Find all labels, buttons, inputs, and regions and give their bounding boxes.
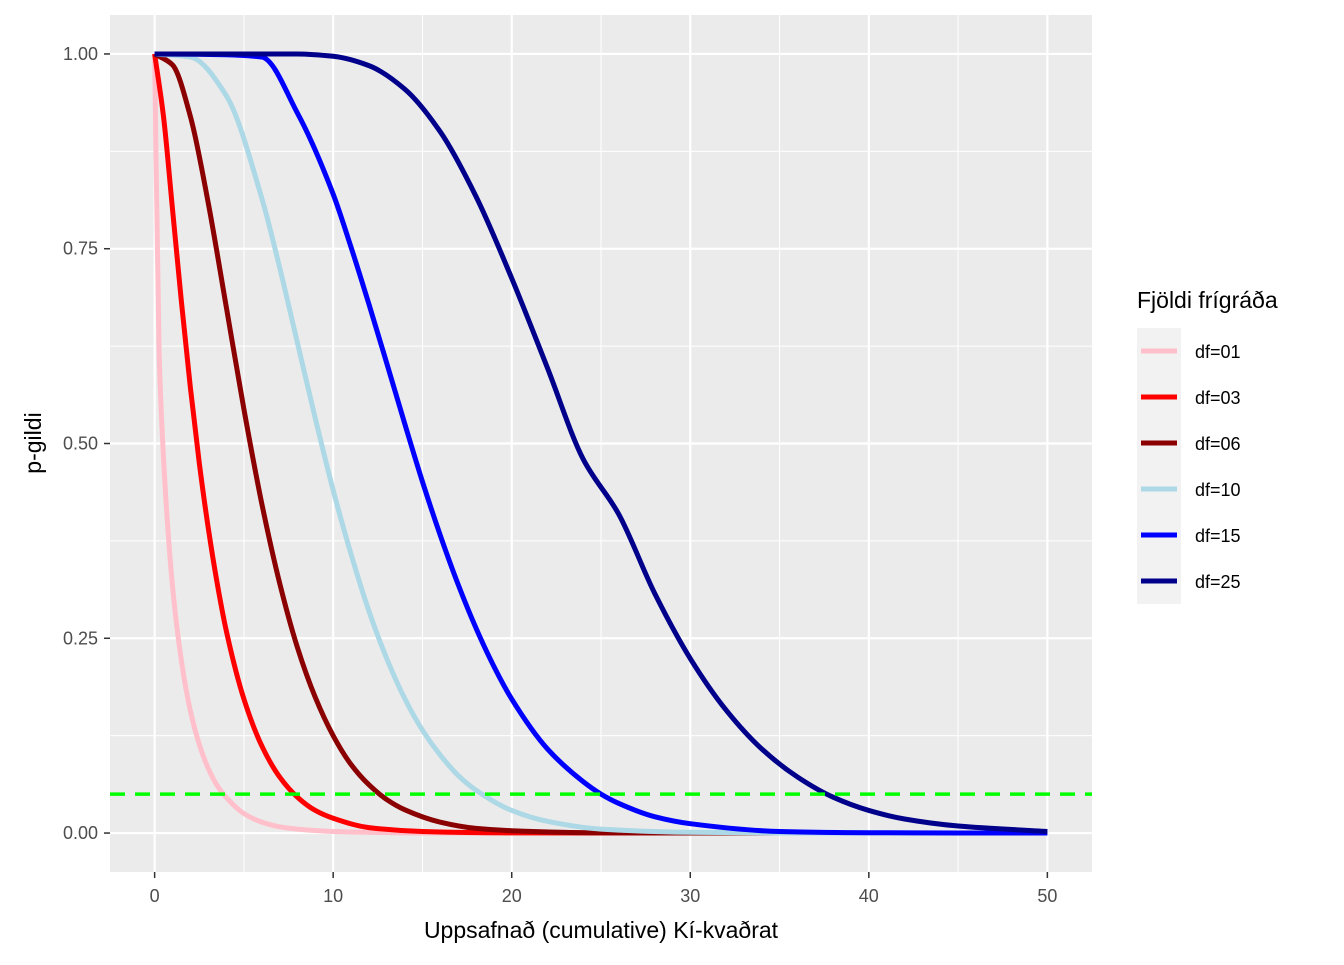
y-tick-label: 0.25 <box>63 628 98 648</box>
y-tick-label: 1.00 <box>63 44 98 64</box>
legend-label: df=25 <box>1195 572 1241 592</box>
plot-panel <box>110 15 1092 872</box>
legend-label: df=01 <box>1195 342 1241 362</box>
legend-title: Fjöldi frígráða <box>1137 287 1278 313</box>
x-tick-label: 30 <box>680 886 700 906</box>
legend-label: df=15 <box>1195 526 1241 546</box>
x-tick-label: 40 <box>859 886 879 906</box>
y-axis-title: p-gildi <box>20 412 46 473</box>
x-axis-title: Uppsafnað (cumulative) Kí-kvaðrat <box>424 917 779 943</box>
y-tick-label: 0.75 <box>63 239 98 259</box>
axes: 0 10 20 30 40 50 0.00 0.25 0.50 0.75 1.00 <box>63 44 1057 906</box>
x-tick-label: 10 <box>323 886 343 906</box>
legend: Fjöldi frígráða df=01 df=03 df=06 df=10 df=1… <box>1137 287 1278 604</box>
series-lines <box>110 51 1092 836</box>
x-tick-label: 20 <box>502 886 522 906</box>
series-line-df=15 <box>154 51 1048 836</box>
series-line-df=10 <box>154 51 1048 836</box>
x-tick-label: 0 <box>150 886 160 906</box>
y-tick-label: 0.50 <box>63 434 98 454</box>
legend-label: df=03 <box>1195 388 1241 408</box>
legend-label: df=10 <box>1195 480 1241 500</box>
series-line-df=25 <box>154 51 1048 834</box>
legend-label: df=06 <box>1195 434 1241 454</box>
y-tick-label: 0.00 <box>63 823 98 843</box>
x-tick-label: 50 <box>1037 886 1057 906</box>
